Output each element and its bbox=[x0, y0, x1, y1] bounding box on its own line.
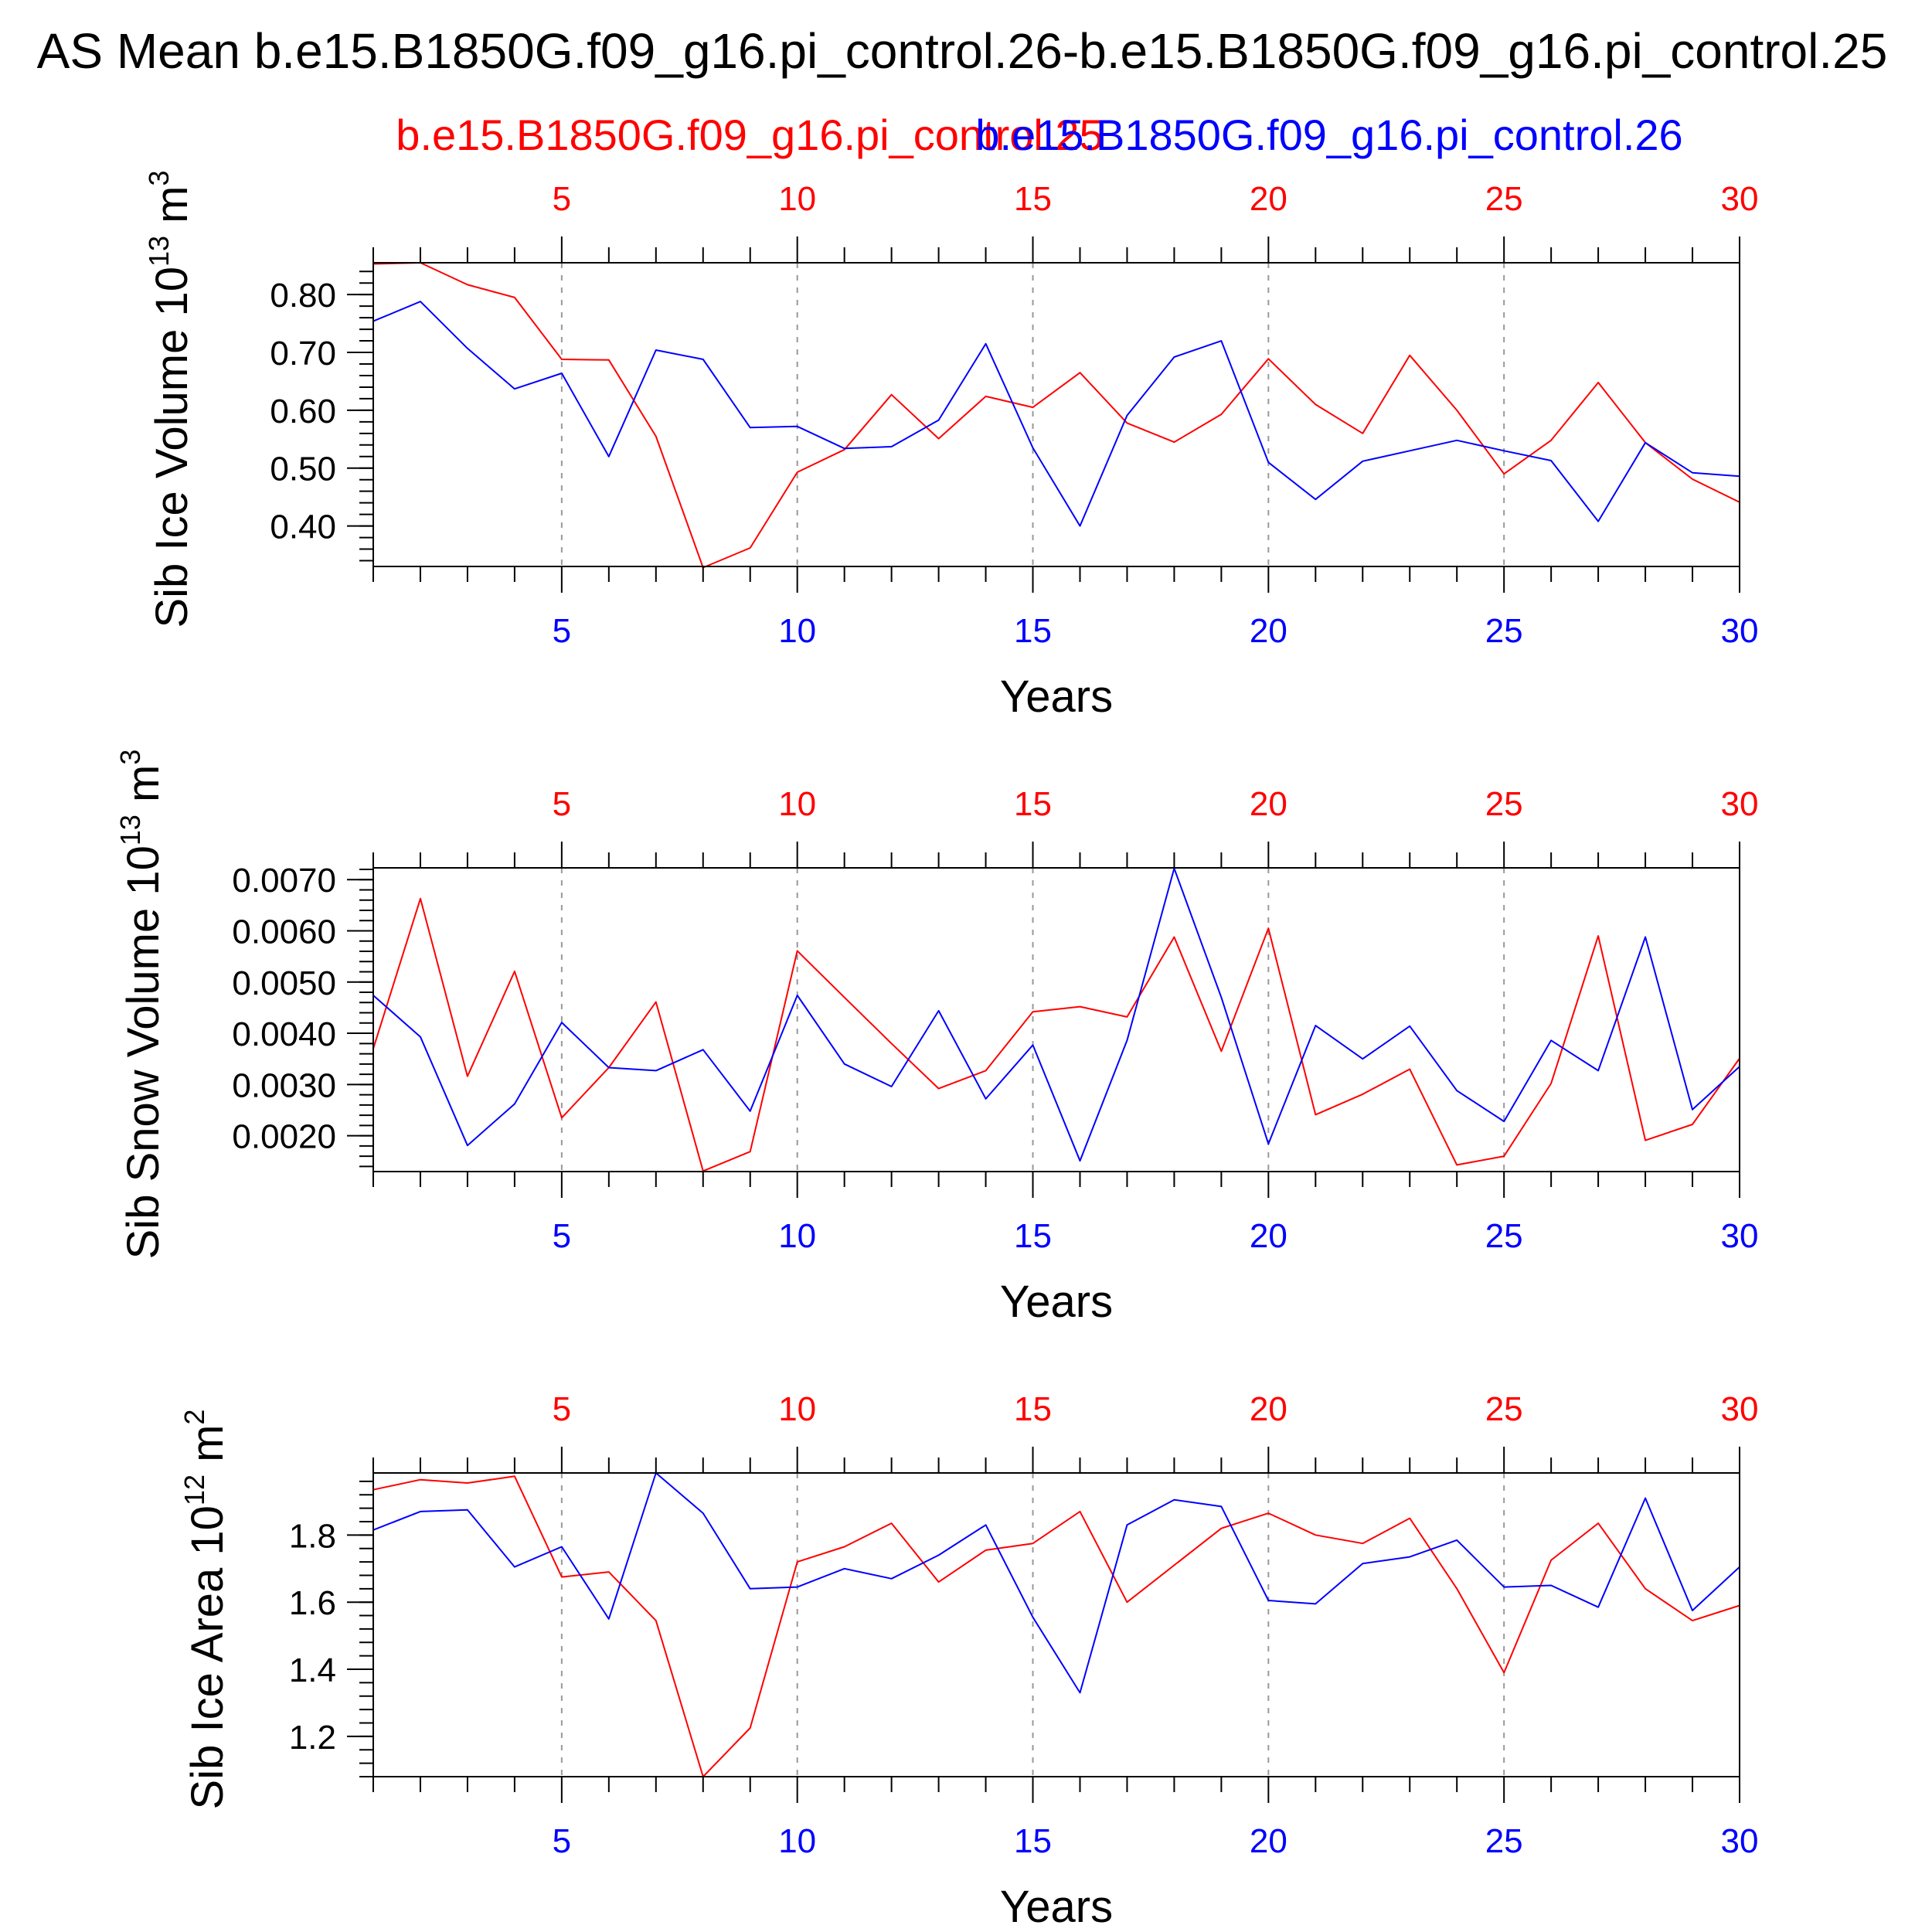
legend-series-a: b.e15.B1850G.f09_g16.pi_control.25 bbox=[396, 111, 1103, 159]
x-tick-label-top: 15 bbox=[1014, 785, 1052, 823]
x-tick-label-bottom: 5 bbox=[553, 612, 571, 650]
figure-title: AS Mean b.e15.B1850G.f09_g16.pi_control.… bbox=[37, 23, 1888, 79]
legend-series-b: b.e15.B1850G.f09_g16.pi_control.26 bbox=[975, 111, 1682, 159]
x-tick-label-bottom: 15 bbox=[1014, 612, 1052, 650]
x-tick-label-bottom: 20 bbox=[1250, 612, 1287, 650]
series-line-a bbox=[372, 262, 1740, 569]
x-tick-label-top: 10 bbox=[778, 180, 816, 218]
x-tick-label-bottom: 15 bbox=[1014, 1822, 1052, 1860]
x-tick-label-top: 20 bbox=[1250, 785, 1287, 823]
y-tick-label: 0.0050 bbox=[232, 964, 336, 1002]
y-tick-label: 0.0030 bbox=[232, 1066, 336, 1104]
x-tick-label-top: 20 bbox=[1250, 1390, 1287, 1428]
x-tick-label-top: 15 bbox=[1014, 1390, 1052, 1428]
y-tick-label: 0.40 bbox=[270, 509, 336, 546]
x-axis-label: Years bbox=[1000, 1882, 1113, 1932]
x-tick-label-bottom: 15 bbox=[1014, 1217, 1052, 1255]
y-tick-label: 1.4 bbox=[289, 1651, 336, 1689]
series-line-a bbox=[372, 897, 1740, 1172]
x-tick-label-bottom: 25 bbox=[1485, 1217, 1523, 1255]
x-tick-label-top: 30 bbox=[1721, 180, 1759, 218]
y-tick-label: 0.70 bbox=[270, 335, 336, 372]
y-axis-label-part: 13 bbox=[114, 815, 146, 845]
x-tick-label-top: 20 bbox=[1250, 180, 1287, 218]
y-axis-label-part: m bbox=[147, 186, 197, 236]
y-axis-label-part: 2 bbox=[179, 1410, 210, 1425]
x-tick-label-bottom: 5 bbox=[553, 1822, 571, 1860]
x-tick-label-top: 30 bbox=[1721, 785, 1759, 823]
series-line-b bbox=[372, 867, 1740, 1162]
y-tick-label: 1.8 bbox=[289, 1517, 336, 1555]
x-tick-label-top: 25 bbox=[1485, 1390, 1523, 1428]
y-axis-label-part: Sib Ice Area 10 bbox=[182, 1505, 233, 1809]
x-tick-label-top: 10 bbox=[778, 1390, 816, 1428]
plot-frame bbox=[372, 1472, 1740, 1777]
panel-1: 5 5 10 10 15 15 20 20 25 25 30 30 Years 0.80 0.70 0.60 0… bbox=[143, 170, 1758, 722]
y-tick-label: 0.0040 bbox=[232, 1015, 336, 1053]
x-tick-label-bottom: 10 bbox=[778, 612, 816, 650]
series-line-b bbox=[372, 1472, 1740, 1694]
x-tick-label-bottom: 30 bbox=[1721, 1822, 1759, 1860]
x-tick-label-bottom: 20 bbox=[1250, 1822, 1287, 1860]
x-tick-label-top: 5 bbox=[553, 1390, 571, 1428]
y-axis-label: Sib Ice Volume 1013 m3 bbox=[143, 170, 197, 628]
y-axis-label-part: Sib Ice Volume 10 bbox=[147, 267, 197, 628]
y-tick-label: 0.0070 bbox=[232, 862, 336, 900]
x-tick-label-bottom: 30 bbox=[1721, 1217, 1759, 1255]
y-axis-label-part: m bbox=[118, 765, 168, 815]
y-axis-label-part: 3 bbox=[114, 750, 146, 765]
panel-3: 5 5 10 10 15 15 20 20 25 25 30 30 Years 1.8 1.6 1.4 1.2 S… bbox=[179, 1390, 1758, 1932]
x-tick-label-bottom: 25 bbox=[1485, 612, 1523, 650]
x-tick-label-top: 30 bbox=[1721, 1390, 1759, 1428]
x-tick-label-top: 5 bbox=[553, 785, 571, 823]
plot-frame bbox=[372, 867, 1740, 1172]
x-tick-label-bottom: 10 bbox=[778, 1217, 816, 1255]
panel-2: 5 5 10 10 15 15 20 20 25 25 30 30 Years 0.0070 0.0060 0… bbox=[114, 750, 1758, 1327]
y-tick-label: 1.2 bbox=[289, 1719, 336, 1757]
y-tick-label: 0.0060 bbox=[232, 913, 336, 951]
x-tick-label-top: 25 bbox=[1485, 180, 1523, 218]
x-tick-label-top: 5 bbox=[553, 180, 571, 218]
y-tick-label: 0.80 bbox=[270, 277, 336, 315]
plot-frame bbox=[372, 262, 1740, 567]
x-tick-label-bottom: 25 bbox=[1485, 1822, 1523, 1860]
y-tick-label: 0.60 bbox=[270, 393, 336, 430]
y-axis-label: Sib Snow Volume 1013 m3 bbox=[114, 750, 168, 1260]
x-axis-label: Years bbox=[1000, 1277, 1113, 1327]
y-tick-label: 0.50 bbox=[270, 451, 336, 488]
y-axis-label-part: m bbox=[182, 1425, 233, 1475]
y-axis-label-part: 12 bbox=[179, 1475, 210, 1505]
y-axis-label: Sib Ice Area 1012 m2 bbox=[179, 1410, 233, 1810]
x-tick-label-bottom: 10 bbox=[778, 1822, 816, 1860]
y-tick-label: 0.0020 bbox=[232, 1118, 336, 1156]
x-tick-label-top: 15 bbox=[1014, 180, 1052, 218]
y-axis-label-part: 13 bbox=[143, 236, 175, 267]
series-line-a bbox=[372, 1475, 1740, 1777]
series-line-b bbox=[372, 301, 1740, 527]
x-tick-label-top: 10 bbox=[778, 785, 816, 823]
x-tick-label-bottom: 20 bbox=[1250, 1217, 1287, 1255]
x-tick-label-bottom: 5 bbox=[553, 1217, 571, 1255]
x-axis-label: Years bbox=[1000, 672, 1113, 722]
x-tick-label-top: 25 bbox=[1485, 785, 1523, 823]
y-axis-label-part: 3 bbox=[143, 170, 175, 185]
y-axis-label-part: Sib Snow Volume 10 bbox=[118, 845, 168, 1259]
y-tick-label: 1.6 bbox=[289, 1584, 336, 1622]
x-tick-label-bottom: 30 bbox=[1721, 612, 1759, 650]
